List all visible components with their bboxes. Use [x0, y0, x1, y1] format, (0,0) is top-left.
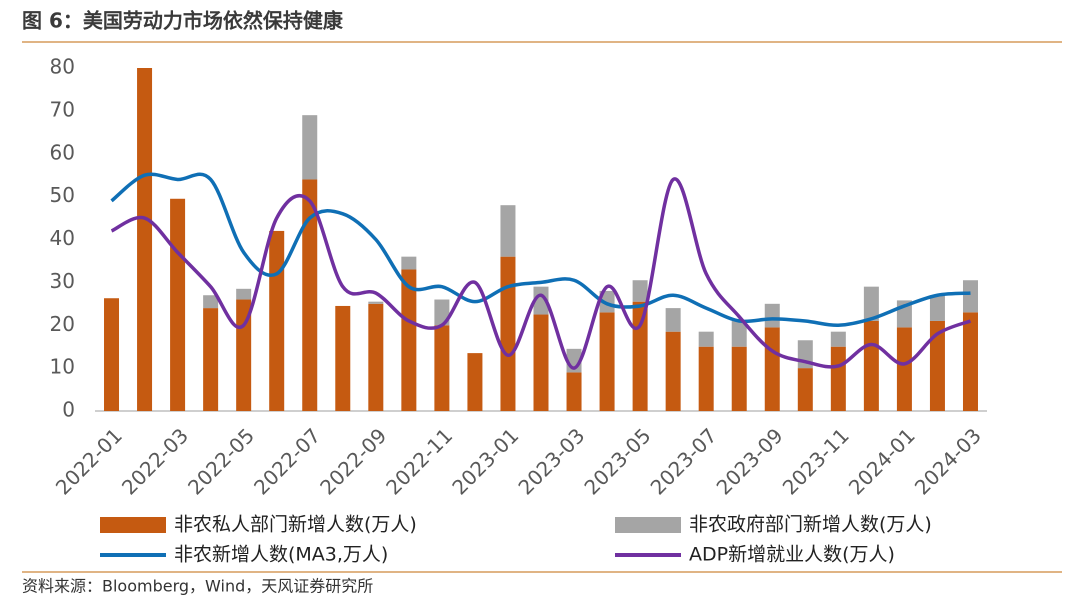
bar — [533, 314, 549, 411]
legend-swatch — [615, 517, 681, 533]
bar — [434, 325, 450, 411]
bar — [599, 290, 615, 313]
y-tick-label: 10 — [50, 355, 75, 379]
bar — [335, 305, 351, 411]
bar — [632, 301, 648, 411]
bar — [269, 230, 285, 411]
y-tick-label: 20 — [50, 312, 75, 336]
legend-label: 非农新增人数(MA3,万人) — [174, 544, 388, 566]
bar — [533, 286, 549, 315]
x-tick-label: 2023-09 — [712, 423, 788, 499]
bar — [698, 346, 714, 411]
bar — [368, 301, 384, 304]
bar — [929, 320, 945, 411]
bar — [830, 331, 846, 347]
legend-label: 非农政府部门新增人数(万人) — [689, 514, 932, 536]
bar — [830, 346, 846, 411]
y-tick-label: 80 — [50, 55, 75, 79]
legend-label: ADP新增就业人数(万人) — [689, 544, 895, 566]
bar — [302, 115, 318, 180]
bar — [104, 298, 120, 411]
bar — [731, 346, 747, 411]
y-tick-label: 60 — [50, 140, 75, 164]
bar — [137, 68, 153, 411]
bar — [236, 288, 252, 300]
legend-swatch — [100, 517, 166, 533]
bar — [401, 269, 417, 411]
x-tick-label: 2023-03 — [513, 423, 589, 499]
chart-title: 图 6：美国劳动力市场依然保持健康 — [22, 9, 344, 33]
y-tick-label: 0 — [62, 398, 75, 422]
bar — [797, 368, 813, 411]
bar — [698, 331, 714, 347]
bar — [896, 327, 912, 411]
bar — [962, 280, 978, 313]
x-tick-label: 2023-01 — [447, 423, 523, 499]
bar — [203, 295, 219, 309]
bar — [203, 308, 219, 411]
legend-label: 非农私人部门新增人数(万人) — [174, 514, 417, 536]
x-tick-label: 2022-03 — [117, 423, 193, 499]
bar — [170, 198, 186, 411]
y-tick-label: 70 — [50, 97, 75, 121]
bar — [731, 320, 747, 347]
y-tick-label: 30 — [50, 269, 75, 293]
x-tick-label: 2022-07 — [249, 423, 325, 499]
bar — [764, 303, 780, 328]
bar — [863, 320, 879, 411]
bar — [665, 331, 681, 411]
y-tick-label: 40 — [50, 226, 75, 250]
y-tick-label: 50 — [50, 183, 75, 207]
bar — [863, 286, 879, 321]
bar — [764, 327, 780, 411]
bar — [500, 256, 516, 411]
bar — [665, 308, 681, 332]
line — [110, 172, 971, 328]
x-tick-label: 2022-05 — [183, 423, 259, 499]
x-tick-label: 2023-11 — [778, 423, 854, 499]
bar — [632, 280, 648, 302]
x-tick-label: 2024-01 — [844, 423, 920, 499]
bar — [500, 205, 516, 257]
x-tick-label: 2023-05 — [579, 423, 655, 499]
x-tick-label: 2022-09 — [315, 423, 391, 499]
bar — [401, 256, 417, 270]
bar — [368, 303, 384, 411]
bar — [566, 372, 582, 411]
bar — [302, 179, 318, 411]
bar — [962, 312, 978, 411]
line — [110, 177, 972, 370]
x-tick-label: 2023-07 — [646, 423, 722, 499]
x-tick-label: 2024-03 — [910, 423, 986, 499]
x-tick-label: 2022-01 — [51, 423, 127, 499]
bar — [599, 312, 615, 411]
x-tick-label: 2022-11 — [381, 423, 457, 499]
bar — [929, 295, 945, 321]
bar — [467, 353, 483, 411]
source-note: 资料来源：Bloomberg，Wind，天风证券研究所 — [22, 577, 373, 596]
